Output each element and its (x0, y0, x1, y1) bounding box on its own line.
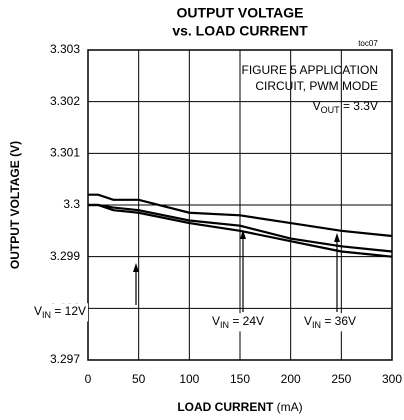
annotation: VIN = 12V (34, 304, 86, 320)
chart-title: vs. LOAD CURRENT (172, 23, 308, 39)
arrow-head (240, 230, 246, 239)
annotation-rest: = 3.3V (340, 99, 378, 113)
arrow-head (133, 263, 139, 272)
x-tick-label: 50 (132, 372, 146, 386)
note: CIRCUIT, PWM MODE (255, 79, 378, 93)
annotation-bg (31, 303, 89, 322)
x-tick-label: 250 (331, 372, 351, 386)
annotation-rest: = 12V (51, 304, 86, 318)
annotation-sub: IN (312, 320, 321, 330)
y-tick-label: 3.303 (50, 42, 80, 56)
x-tick-label: 150 (230, 372, 250, 386)
x-tick-label: 200 (281, 372, 301, 386)
y-tick-label: 3.301 (50, 146, 80, 160)
x-tick-label: 300 (382, 372, 402, 386)
y-axis-label: OUTPUT VOLTAGE (V) (8, 141, 22, 269)
chart-tag: toc07 (358, 39, 378, 48)
x-axis-label-main: LOAD CURRENT (177, 400, 274, 414)
annotation-main: V (212, 314, 220, 328)
annotation-rest: = 36V (321, 314, 356, 328)
x-tick-label: 100 (179, 372, 199, 386)
annotation-main: V (313, 99, 321, 113)
x-axis-label-unit: (mA) (277, 400, 303, 414)
annotation-bg (301, 313, 359, 332)
y-tick-label: 3.3 (63, 197, 80, 211)
x-axis-label: LOAD CURRENT (mA) (177, 400, 302, 414)
arrow-head (334, 233, 340, 242)
annotation-sub: IN (220, 320, 229, 330)
series-line (88, 203, 393, 258)
annotation: VIN = 36V (304, 314, 356, 330)
series-line (88, 193, 393, 238)
annotation: VIN = 24V (212, 314, 264, 330)
note: FIGURE 5 APPLICATION (242, 63, 378, 77)
y-tick-label: 3.297 (50, 352, 80, 366)
y-tick-label: 3.302 (50, 94, 80, 108)
annotation-main: V (304, 314, 312, 328)
annotation: VOUT = 3.3V (313, 99, 378, 115)
y-tick-label: 3.299 (50, 249, 80, 263)
annotation-sub: IN (42, 310, 51, 320)
annotation-sub: OUT (321, 105, 341, 115)
chart-title: OUTPUT VOLTAGE (176, 5, 303, 21)
annotation-main: V (34, 304, 42, 318)
x-tick-label: 0 (85, 372, 92, 386)
annotation-bg (209, 313, 267, 332)
annotation-rest: = 24V (229, 314, 264, 328)
